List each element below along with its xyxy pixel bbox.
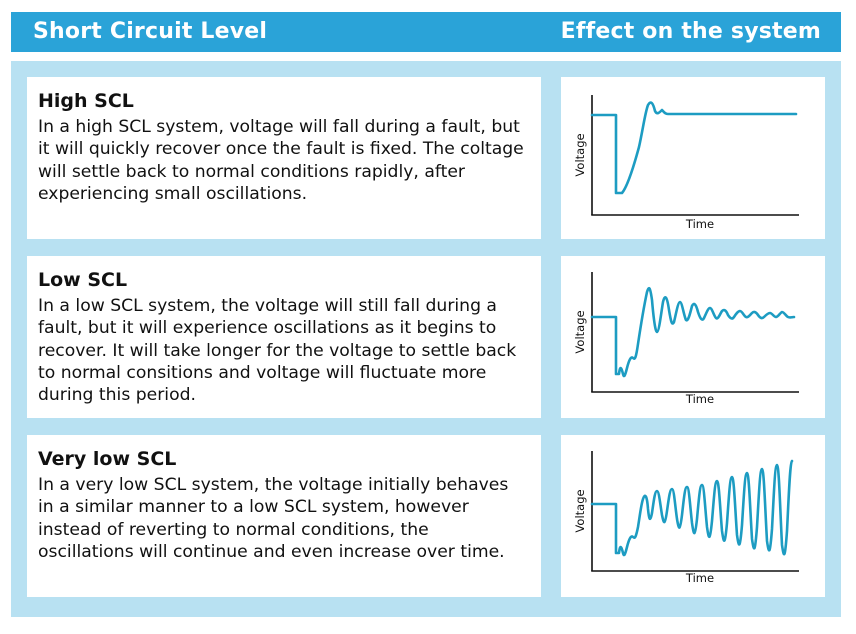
x-axis-label: Time bbox=[685, 392, 714, 406]
row-description: In a low SCL system, the voltage will st… bbox=[38, 296, 517, 406]
content-panel: High SCL In a high SCL system, voltage w… bbox=[11, 61, 841, 617]
row-description: In a very low SCL system, the voltage in… bbox=[38, 475, 509, 562]
y-axis-label: Voltage bbox=[573, 489, 587, 532]
row-description: In a high SCL system, voltage will fall … bbox=[38, 117, 524, 204]
row-title: Very low SCL bbox=[38, 448, 177, 470]
text-card-very-low-scl: Very low SCL In a very low SCL system, t… bbox=[27, 435, 541, 597]
voltage-waveform bbox=[590, 101, 798, 195]
text-card-high-scl: High SCL In a high SCL system, voltage w… bbox=[27, 77, 541, 239]
y-axis-label: Voltage bbox=[573, 310, 587, 353]
voltage-time-graph-high-scl: Voltage Time bbox=[573, 95, 799, 231]
header-short-circuit-level: Short Circuit Level bbox=[33, 19, 268, 44]
row-title: Low SCL bbox=[38, 269, 128, 291]
voltage-time-graph-low-scl: Voltage Time bbox=[573, 272, 799, 406]
row-title: High SCL bbox=[38, 90, 134, 112]
x-axis-label: Time bbox=[685, 571, 714, 585]
voltage-waveform bbox=[590, 286, 796, 378]
graph-card-low-scl: Voltage Time bbox=[561, 256, 825, 418]
text-card-low-scl: Low SCL In a low SCL system, the voltage… bbox=[27, 256, 541, 418]
table-header: Short Circuit Level Effect on the system bbox=[11, 12, 841, 52]
x-axis-label: Time bbox=[685, 217, 714, 231]
graph-card-high-scl: Voltage Time bbox=[561, 77, 825, 239]
graph-card-very-low-scl: Voltage Time bbox=[561, 435, 825, 597]
y-axis-label: Voltage bbox=[573, 133, 587, 176]
voltage-waveform bbox=[590, 459, 794, 557]
voltage-time-graph-very-low-scl: Voltage Time bbox=[573, 451, 799, 585]
header-effect-on-system: Effect on the system bbox=[560, 19, 821, 44]
